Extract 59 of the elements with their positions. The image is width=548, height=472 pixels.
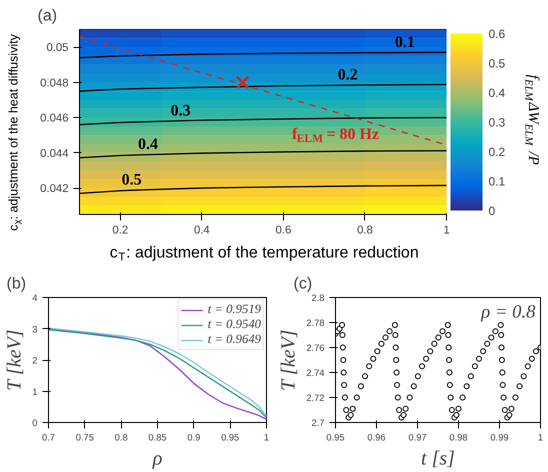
y-axis-title: T [keV] xyxy=(3,330,26,391)
color-bar-label: 0 xyxy=(488,204,496,218)
x-tick-label: 0.7 xyxy=(42,432,55,442)
x-tick-label: 0.8 xyxy=(357,224,373,236)
color-bar-title: fELMΔWELM /P xyxy=(522,74,541,165)
x-tick-label: 0.99 xyxy=(490,432,509,442)
x-tick-label: 0.8 xyxy=(114,432,128,442)
y-tick-label: 2.8 xyxy=(312,293,324,303)
x-tick-label: 0.95 xyxy=(326,432,345,442)
legend-label: t = 0.9649 xyxy=(208,332,261,347)
annotation: 0.4 xyxy=(138,136,158,154)
x-axis-title: ρ xyxy=(152,448,162,470)
x-tick-label: 1 xyxy=(538,432,544,442)
y-tick-label: 0.048 xyxy=(40,77,69,90)
annotation: 0.1 xyxy=(394,34,415,52)
x-tick-label: 0.2 xyxy=(112,224,128,236)
y-tick-label: 0 xyxy=(32,418,38,428)
y-tick-label: 4 xyxy=(32,293,38,303)
y-tick-label: 2.78 xyxy=(306,318,324,328)
y-tick-label: 0.05 xyxy=(46,42,69,54)
y-tick-label: 2.72 xyxy=(306,393,324,403)
color-bar-label: 0.2 xyxy=(488,145,506,159)
x-tick-label: 0.97 xyxy=(408,432,427,442)
x-tick-label: 1 xyxy=(443,224,450,236)
legend-label: t = 0.9540 xyxy=(208,317,261,332)
y-tick-label: 1 xyxy=(32,386,38,397)
y-tick-label: 3 xyxy=(32,324,38,334)
text: (c) xyxy=(294,276,312,292)
x-tick-label: 0.6 xyxy=(276,224,292,236)
x-tick-label: 0.75 xyxy=(76,432,94,442)
x-tick-label: 0.98 xyxy=(449,432,468,442)
y-tick-label: 2 xyxy=(32,356,38,366)
text: (b) xyxy=(6,276,26,292)
x-tick-label: 1 xyxy=(264,432,270,442)
y-tick-label: 0.046 xyxy=(40,112,69,125)
color-bar-label: 0.4 xyxy=(488,86,506,100)
y-axis-title: T [keV] xyxy=(277,330,300,391)
annotation: 0.3 xyxy=(170,102,191,120)
x-tick-label: 0.85 xyxy=(148,432,167,442)
x-axis-title: t [s] xyxy=(421,448,455,470)
y-tick-label: 0.044 xyxy=(40,148,69,160)
x-tick-label: 0.95 xyxy=(221,432,240,442)
y-tick-label: 0.042 xyxy=(40,183,69,196)
color-bar-label: 0.5 xyxy=(488,56,506,70)
text: (a) xyxy=(38,8,58,24)
x-tick-label: 0.9 xyxy=(187,432,200,442)
y-tick-label: 2.74 xyxy=(306,368,324,378)
color-bar-label: 0.6 xyxy=(488,27,506,41)
y-tick-label: 2.7 xyxy=(312,418,324,428)
y-axis-title: cχ: adjustment of the heat diffusivity xyxy=(6,33,22,231)
color-bar-label: 0.1 xyxy=(488,174,506,188)
color-bar-label: 0.3 xyxy=(488,116,506,130)
annotation: 0.2 xyxy=(338,66,358,84)
x-tick-label: 0.4 xyxy=(194,224,210,236)
annotation: ρ = 0.8 xyxy=(480,302,536,322)
y-tick-label: 2.76 xyxy=(306,343,324,353)
x-tick-label: 0.96 xyxy=(367,432,386,442)
legend-label: t = 0.9519 xyxy=(208,302,261,317)
annotation: 0.5 xyxy=(122,172,142,189)
